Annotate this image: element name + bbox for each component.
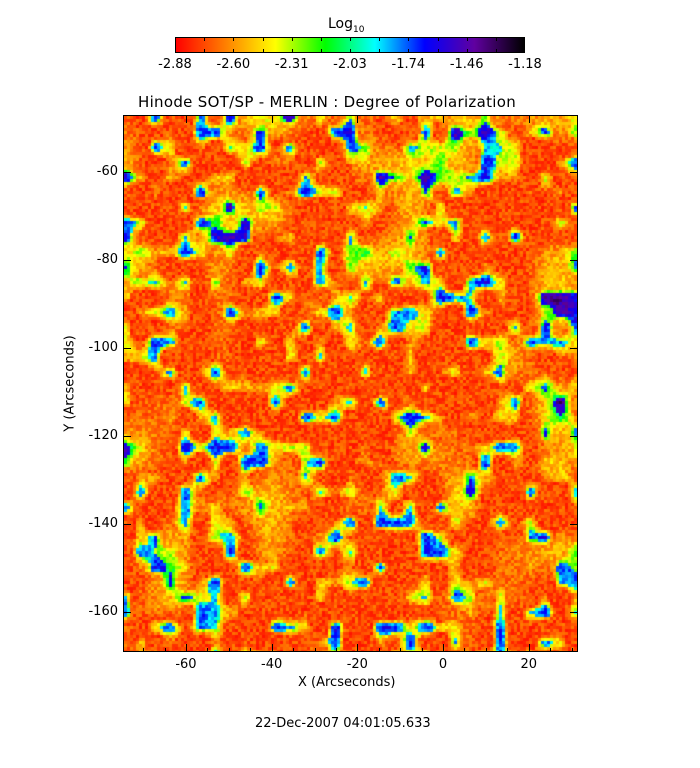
polarization-map xyxy=(124,116,577,651)
colorbar-label-subscript: 10 xyxy=(353,24,365,35)
y-tick xyxy=(570,612,578,614)
colorbar-tick xyxy=(350,49,351,53)
colorbar-tick xyxy=(437,37,439,41)
x-minor-tick xyxy=(378,648,380,652)
x-minor-tick xyxy=(485,648,487,652)
x-axis-label: X (Arcseconds) xyxy=(298,675,396,690)
y-tick xyxy=(570,436,578,438)
x-tick-label: -40 xyxy=(261,657,283,672)
x-minor-tick xyxy=(357,648,359,652)
colorbar-tick-label: -1.74 xyxy=(391,57,426,72)
x-minor-tick xyxy=(421,648,423,652)
x-tick xyxy=(185,115,187,123)
x-minor-tick xyxy=(314,648,316,652)
x-minor-tick xyxy=(207,648,209,652)
x-tick xyxy=(443,115,445,123)
colorbar-tick xyxy=(204,37,206,41)
plot-area xyxy=(123,115,578,652)
colorbar-tick xyxy=(408,49,410,53)
colorbar-tick xyxy=(495,49,497,53)
y-tick xyxy=(570,260,578,262)
y-tick xyxy=(123,260,131,262)
colorbar-tick xyxy=(379,37,381,41)
colorbar-tick-label: -2.60 xyxy=(216,57,251,72)
colorbar-tick-label: -2.88 xyxy=(158,57,192,72)
colorbar-tick xyxy=(262,49,264,53)
y-tick xyxy=(123,348,131,350)
colorbar-label: Log10 xyxy=(328,16,364,35)
y-tick xyxy=(123,172,131,174)
x-minor-tick xyxy=(528,648,530,652)
x-tick xyxy=(528,115,530,123)
chart-title: Hinode SOT/SP - MERLIN : Degree of Polar… xyxy=(138,93,517,111)
x-minor-tick xyxy=(571,648,573,652)
colorbar-tick xyxy=(291,37,293,41)
x-tick-label: 0 xyxy=(438,657,448,672)
y-tick xyxy=(570,524,578,526)
x-minor-tick xyxy=(228,648,230,652)
y-tick-label: -140 xyxy=(88,516,118,532)
x-minor-tick xyxy=(164,648,166,652)
colorbar-tick-label: -2.31 xyxy=(274,57,309,72)
x-minor-tick xyxy=(250,648,252,652)
colorbar-tick-label: -2.03 xyxy=(333,57,367,72)
x-minor-tick xyxy=(400,648,402,652)
x-tick xyxy=(271,115,273,123)
x-minor-tick xyxy=(271,648,273,652)
x-minor-tick xyxy=(550,648,552,652)
y-axis-label: Y (Arcseconds) xyxy=(62,335,78,432)
colorbar-tick xyxy=(408,37,410,41)
x-minor-tick xyxy=(464,648,466,652)
colorbar-tick xyxy=(233,37,235,41)
x-minor-tick xyxy=(335,648,337,652)
x-minor-tick xyxy=(507,648,509,652)
y-tick xyxy=(123,612,131,614)
colorbar-tick xyxy=(291,49,293,53)
colorbar-tick xyxy=(466,37,468,41)
colorbar-tick xyxy=(437,49,439,53)
y-tick xyxy=(570,348,578,350)
x-tick-label: -20 xyxy=(346,657,368,672)
colorbar-tick xyxy=(262,37,264,41)
colorbar-tick xyxy=(495,37,497,41)
y-tick xyxy=(570,172,578,174)
colorbar-tick-label: -1.46 xyxy=(449,57,484,72)
y-tick-label: -80 xyxy=(96,252,118,268)
x-minor-tick xyxy=(185,648,187,652)
colorbar-tick xyxy=(466,49,468,53)
y-tick-label: -60 xyxy=(96,164,118,180)
colorbar-tick xyxy=(320,49,322,53)
y-tick-label: -100 xyxy=(88,340,118,356)
y-tick xyxy=(123,524,131,526)
colorbar-tick xyxy=(233,49,235,53)
x-tick xyxy=(357,115,359,123)
y-tick xyxy=(123,436,131,438)
x-tick-label: 20 xyxy=(520,657,537,672)
x-minor-tick xyxy=(443,648,445,652)
footer-timestamp: 22-Dec-2007 04:01:05.633 xyxy=(255,716,431,731)
x-minor-tick xyxy=(293,648,295,652)
y-tick-label: -120 xyxy=(88,428,118,444)
colorbar-tick-label: -1.18 xyxy=(508,57,542,72)
y-tick-label: -160 xyxy=(88,604,118,620)
x-tick-label: -60 xyxy=(175,657,197,672)
colorbar-tick xyxy=(379,49,381,53)
x-minor-tick xyxy=(143,648,145,652)
colorbar-tick xyxy=(350,37,351,41)
colorbar-label-text: Log xyxy=(328,16,354,32)
colorbar-tick xyxy=(320,37,322,41)
colorbar-tick xyxy=(204,49,206,53)
